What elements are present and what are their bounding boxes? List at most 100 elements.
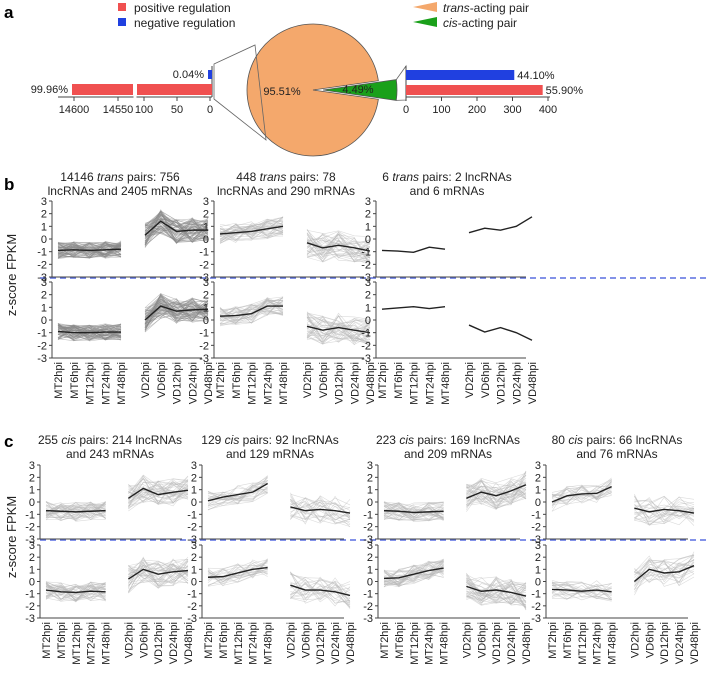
y-tick-label: 3 — [365, 277, 371, 289]
profile-line-mt — [57, 242, 122, 254]
profile-line-mt — [57, 324, 122, 337]
profile-line-mt — [219, 308, 284, 319]
profile-line-vd — [144, 230, 209, 240]
profile-line-vd — [128, 565, 189, 586]
profile-line-vd — [290, 574, 351, 596]
profile-line-mt — [207, 485, 268, 506]
profile-line-vd — [306, 234, 371, 257]
mean-line-vd — [468, 216, 533, 234]
y-tick-label: -3 — [363, 534, 373, 546]
profile-line-mt — [207, 484, 268, 511]
legend-swatch-trans — [413, 2, 437, 12]
plots-layer: 14600 14550 100 50 00.04%99.96% 95.51% 4.49%0 1… — [25, 23, 701, 665]
profile-line-mt — [219, 297, 284, 325]
profile-line-mt — [45, 582, 106, 601]
profile-line-mt — [57, 325, 122, 338]
y-tick-label: 1 — [535, 485, 541, 497]
y-tick-label: 1 — [41, 221, 47, 233]
cis-bar-negative-label: 44.10% — [517, 70, 555, 82]
x-tick-label: MT24hpi — [424, 362, 436, 405]
y-tick-label: 2 — [191, 472, 197, 484]
title-b2-line1: 448 trans pairs: 78 — [236, 170, 336, 184]
x-tick-label: VD2hpi — [464, 362, 476, 398]
y-tick-label: -3 — [361, 353, 371, 365]
x-tick-label: MT12hpi — [233, 622, 245, 665]
profile-line-mt — [45, 502, 106, 515]
y-tick-label: 2 — [365, 209, 371, 221]
profile-line-vd — [634, 567, 695, 586]
mean-line-vd — [127, 487, 189, 499]
title-c1-line2: and 243 mRNAs — [66, 447, 154, 461]
profile-line-mt — [551, 489, 612, 506]
profile-line-vd — [128, 568, 189, 584]
y-tick-label: -2 — [361, 340, 371, 352]
profile-line-mt — [383, 568, 444, 580]
profile-line-vd — [466, 583, 527, 601]
x-tick-label: MT12hpi — [577, 622, 589, 665]
y-tick-label: -1 — [25, 589, 35, 601]
trans-bar-positive-right — [137, 84, 212, 95]
profile-line-mt — [207, 560, 268, 586]
cis-bar-positive — [406, 85, 543, 95]
profile-line-mt — [57, 329, 122, 339]
x-tick-label: VD24hpi — [349, 362, 361, 404]
profile-line-mt — [219, 301, 284, 319]
profile-line-vd — [466, 485, 527, 504]
y-tick-label: -1 — [361, 247, 371, 259]
y-tick-label: 3 — [365, 196, 371, 208]
mean-line-vd — [306, 242, 371, 252]
profile-line-vd — [634, 555, 695, 578]
y-tick-label: 3 — [367, 460, 373, 472]
y-tick-label: 3 — [191, 460, 197, 472]
title-c4-line2: and 76 mRNAs — [576, 447, 657, 461]
title-c2-count: 129 — [201, 433, 221, 447]
ylabel-panel-c: z-score FPKM — [4, 496, 19, 578]
profile-line-vd — [466, 482, 527, 501]
x-tick-label: MT6hpi — [56, 622, 68, 659]
x-tick-label: MT48hpi — [263, 622, 275, 665]
x-tick-label: MT48hpi — [278, 362, 290, 405]
profile-line-vd — [306, 317, 371, 343]
y-tick-label: 0 — [535, 497, 541, 509]
cis-bar-tick-label: 0 — [403, 104, 409, 116]
profile-line-vd — [290, 499, 351, 520]
profile-line-vd — [634, 509, 695, 526]
profile-line-vd — [290, 584, 351, 606]
legend-swatch-cis — [413, 17, 437, 27]
profile-line-vd — [128, 491, 189, 507]
profile-line-vd — [466, 574, 527, 603]
profile-line-mt — [383, 512, 444, 518]
mean-line-mt — [219, 225, 284, 235]
figure-chrome: a b c positive regulation negative regul… — [4, 1, 709, 578]
x-tick-label: MT2hpi — [377, 362, 389, 399]
x-tick-label: VD24hpi — [330, 622, 342, 664]
profile-line-vd — [634, 501, 695, 519]
pie-slice-trans — [246, 23, 379, 157]
profile-line-mt — [219, 297, 284, 324]
profile-line-mt — [45, 582, 106, 595]
x-tick-label: MT2hpi — [203, 622, 215, 659]
x-tick-label: MT2hpi — [215, 362, 227, 399]
y-tick-label: -3 — [361, 272, 371, 284]
x-tick-label: MT48hpi — [607, 622, 619, 665]
y-tick-label: 1 — [535, 564, 541, 576]
mean-line-mt — [551, 485, 612, 503]
x-tick-label: MT24hpi — [100, 362, 112, 405]
profile-line-vd — [144, 222, 209, 240]
profile-line-mt — [219, 223, 284, 236]
profile-line-mt — [207, 569, 268, 578]
mean-line-mt — [381, 305, 446, 310]
profile-line-vd — [634, 497, 695, 526]
profile-line-mt — [219, 224, 284, 239]
mean-line-vd — [290, 584, 351, 597]
profile-line-mt — [383, 501, 444, 516]
profile-line-mt — [219, 304, 284, 321]
trans-bar-tick-label: 100 — [135, 104, 153, 116]
legend-trans-italic: trans — [443, 1, 470, 15]
profile-line-vd — [466, 577, 527, 606]
y-tick-label: 2 — [203, 290, 209, 302]
y-tick-label: -3 — [199, 353, 209, 365]
